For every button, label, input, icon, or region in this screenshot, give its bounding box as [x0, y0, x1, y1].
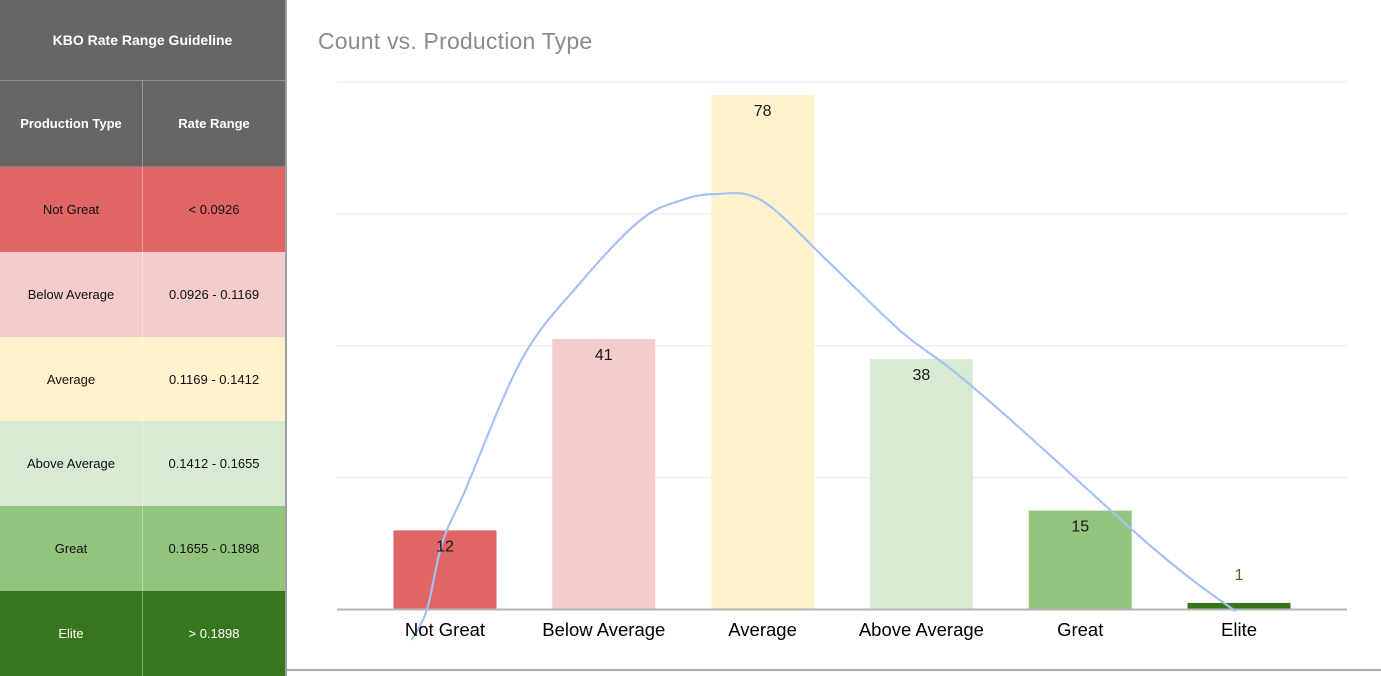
table-row: Average 0.1169 - 0.1412: [0, 336, 285, 422]
bar-below-average[interactable]: [552, 339, 656, 610]
production-type-cell: Above Average: [0, 421, 143, 507]
x-axis-label: Elite: [1221, 619, 1257, 640]
bar-average[interactable]: [711, 95, 815, 610]
rate-range-cell: > 0.1898: [188, 626, 240, 642]
rate-range-cell: 0.1169 - 0.1412: [168, 371, 260, 387]
production-type-cell: Elite: [0, 591, 143, 676]
rate-range-cell: 0.0926 - 0.1169: [168, 286, 260, 302]
rate-range-cell: 0.1655 - 0.1898: [168, 541, 260, 557]
x-axis-label: Not Great: [405, 619, 485, 640]
production-type-cell: Average: [0, 336, 143, 422]
column-header-production-type: Production Type: [0, 81, 143, 166]
bar-value-label: 1: [1235, 567, 1244, 584]
table-header-row: Production Type Rate Range: [0, 81, 285, 167]
x-axis-label: Below Average: [542, 619, 665, 640]
rate-range-guideline-table: KBO Rate Range Guideline Production Type…: [0, 0, 285, 676]
table-row: Elite > 0.1898: [0, 591, 285, 676]
table-title: KBO Rate Range Guideline: [0, 0, 285, 81]
bar-above-average[interactable]: [869, 358, 973, 610]
table-row: Great 0.1655 - 0.1898: [0, 506, 285, 592]
production-type-cell: Not Great: [0, 167, 143, 252]
rate-range-cell: < 0.0926: [188, 201, 240, 217]
chart-area: Count vs. Production Type 12 41 78 38 15 1 Not…: [287, 0, 1381, 676]
production-type-cell: Below Average: [0, 251, 143, 337]
bar-great[interactable]: [1028, 510, 1132, 610]
rate-range-cell: 0.1412 - 0.1655: [168, 456, 260, 472]
x-axis-label: Average: [728, 619, 797, 640]
x-axis-label: Above Average: [859, 619, 984, 640]
x-axis-label: Great: [1057, 619, 1103, 640]
bar-not-great[interactable]: [393, 530, 497, 610]
table-row: Not Great < 0.0926: [0, 167, 285, 252]
table-row: Below Average 0.0926 - 0.1169: [0, 251, 285, 337]
production-type-cell: Great: [0, 506, 143, 592]
chart-title: Count vs. Production Type: [318, 28, 593, 54]
table-row: Above Average 0.1412 - 0.1655: [0, 421, 285, 507]
bar-elite[interactable]: [1187, 602, 1291, 610]
table-chart-divider: [285, 0, 287, 676]
column-header-rate-range: Rate Range: [178, 116, 250, 131]
chart-bottom-border: [287, 669, 1381, 671]
